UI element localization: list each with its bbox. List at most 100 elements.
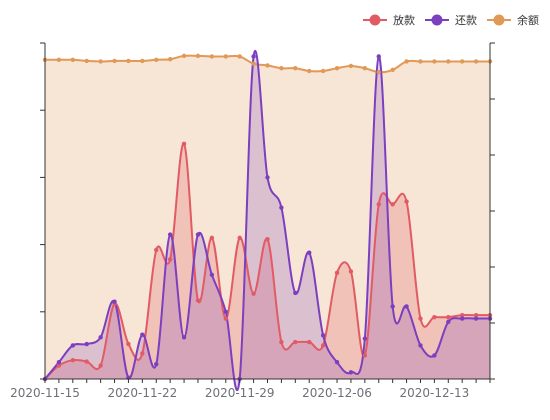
data-point-0-31[interactable] xyxy=(473,312,479,318)
data-point-2-24[interactable] xyxy=(376,69,381,75)
data-point-2-5[interactable] xyxy=(112,58,117,64)
data-point-0-29[interactable] xyxy=(446,314,451,320)
data-point-2-11[interactable] xyxy=(195,53,201,59)
data-point-2-14[interactable] xyxy=(237,54,242,59)
data-point-0-23[interactable] xyxy=(362,353,368,358)
data-point-0-13[interactable] xyxy=(223,316,228,321)
data-point-2-4[interactable] xyxy=(98,59,103,64)
legend-item-2[interactable]: 余额 xyxy=(487,13,539,27)
data-point-1-9[interactable] xyxy=(167,232,173,237)
data-point-2-16[interactable] xyxy=(265,63,270,68)
data-point-2-9[interactable] xyxy=(167,57,173,62)
data-point-1-23[interactable] xyxy=(362,336,368,341)
data-point-1-2[interactable] xyxy=(70,343,76,348)
data-point-1-31[interactable] xyxy=(473,316,479,321)
data-point-0-3[interactable] xyxy=(84,359,89,364)
data-point-0-25[interactable] xyxy=(390,202,395,207)
data-point-0-19[interactable] xyxy=(307,339,312,345)
data-point-2-18[interactable] xyxy=(293,66,298,71)
legend-item-0[interactable]: 放款 xyxy=(363,13,415,27)
data-point-1-10[interactable] xyxy=(181,335,187,340)
data-point-2-20[interactable] xyxy=(320,68,326,74)
data-point-2-21[interactable] xyxy=(334,66,340,71)
data-point-2-7[interactable] xyxy=(140,58,145,64)
data-point-1-4[interactable] xyxy=(98,335,103,340)
data-point-2-26[interactable] xyxy=(404,59,409,64)
data-point-2-28[interactable] xyxy=(432,59,437,64)
data-point-0-21[interactable] xyxy=(334,270,340,276)
data-point-0-27[interactable] xyxy=(418,316,423,321)
data-point-1-12[interactable] xyxy=(209,272,215,278)
data-point-1-13[interactable] xyxy=(223,309,228,314)
data-point-0-9[interactable] xyxy=(167,257,173,262)
data-point-1-30[interactable] xyxy=(459,316,465,321)
data-point-1-7[interactable] xyxy=(140,332,145,337)
data-point-1-20[interactable] xyxy=(320,333,326,338)
legend-dot-icon xyxy=(431,14,443,26)
data-point-0-1[interactable] xyxy=(56,363,62,368)
data-point-2-15[interactable] xyxy=(251,61,256,66)
data-point-1-26[interactable] xyxy=(404,304,409,309)
data-point-2-1[interactable] xyxy=(56,57,62,62)
data-point-1-15[interactable] xyxy=(251,54,256,59)
data-point-2-6[interactable] xyxy=(126,58,131,64)
data-point-2-2[interactable] xyxy=(70,57,76,62)
data-point-2-3[interactable] xyxy=(84,58,89,64)
data-point-2-31[interactable] xyxy=(473,59,479,64)
data-point-2-10[interactable] xyxy=(181,53,187,59)
data-point-1-28[interactable] xyxy=(432,353,437,358)
legend-item-1[interactable]: 还款 xyxy=(425,13,477,27)
data-point-0-28[interactable] xyxy=(432,314,437,320)
data-point-0-14[interactable] xyxy=(237,235,242,241)
data-point-0-15[interactable] xyxy=(251,291,256,296)
data-point-0-11[interactable] xyxy=(195,298,201,303)
data-point-0-4[interactable] xyxy=(98,363,103,368)
data-point-0-18[interactable] xyxy=(293,339,298,345)
data-point-1-16[interactable] xyxy=(265,175,270,180)
data-point-2-12[interactable] xyxy=(209,54,215,59)
data-point-1-27[interactable] xyxy=(418,343,423,348)
data-point-1-17[interactable] xyxy=(279,205,284,210)
data-point-1-25[interactable] xyxy=(390,304,395,309)
data-point-0-24[interactable] xyxy=(376,202,381,207)
data-point-1-18[interactable] xyxy=(293,290,298,296)
series-line-1[interactable] xyxy=(44,50,490,391)
data-point-2-17[interactable] xyxy=(279,66,284,71)
data-point-0-20[interactable] xyxy=(320,343,326,348)
data-point-0-22[interactable] xyxy=(348,269,354,274)
data-point-0-12[interactable] xyxy=(209,235,215,241)
legend-dot-icon xyxy=(369,14,381,26)
data-point-0-30[interactable] xyxy=(459,312,465,318)
data-point-0-8[interactable] xyxy=(154,247,159,253)
legend-label: 余额 xyxy=(517,13,539,27)
data-point-2-22[interactable] xyxy=(348,63,354,69)
data-point-1-24[interactable] xyxy=(376,54,381,59)
data-point-2-13[interactable] xyxy=(223,54,228,59)
data-point-2-19[interactable] xyxy=(307,68,312,74)
data-point-1-21[interactable] xyxy=(334,360,340,365)
data-point-1-29[interactable] xyxy=(446,319,451,325)
data-point-1-5[interactable] xyxy=(112,299,117,304)
data-point-2-25[interactable] xyxy=(390,67,395,73)
data-point-1-3[interactable] xyxy=(84,341,89,347)
data-point-0-6[interactable] xyxy=(126,341,131,347)
data-point-0-26[interactable] xyxy=(404,199,409,204)
data-point-2-27[interactable] xyxy=(418,59,423,64)
data-point-2-8[interactable] xyxy=(154,57,159,62)
data-point-1-8[interactable] xyxy=(154,362,159,367)
data-point-0-16[interactable] xyxy=(265,237,270,242)
data-point-2-30[interactable] xyxy=(459,59,465,64)
data-point-1-19[interactable] xyxy=(307,250,312,255)
data-point-0-10[interactable] xyxy=(181,141,187,146)
legend[interactable]: 放款 还款 余额 xyxy=(363,13,539,27)
data-point-2-29[interactable] xyxy=(446,59,451,64)
data-point-2-23[interactable] xyxy=(362,66,368,71)
data-point-1-11[interactable] xyxy=(195,232,201,237)
data-point-1-1[interactable] xyxy=(56,360,62,365)
legend-dot-icon xyxy=(493,14,505,26)
data-point-1-22[interactable] xyxy=(348,370,354,375)
data-point-0-17[interactable] xyxy=(279,339,284,345)
data-point-0-2[interactable] xyxy=(70,357,76,363)
data-point-0-7[interactable] xyxy=(140,351,145,356)
